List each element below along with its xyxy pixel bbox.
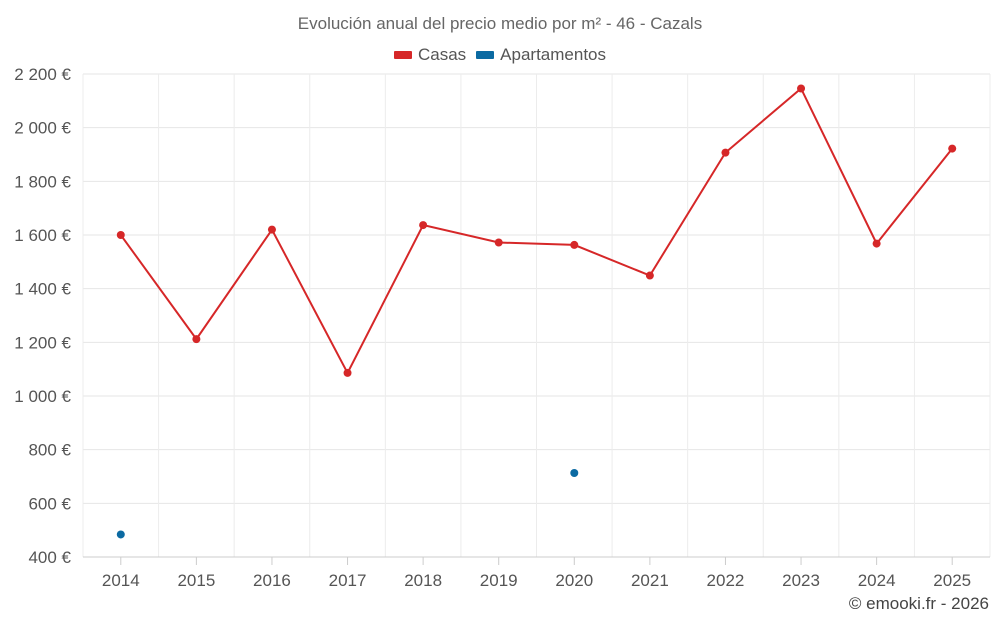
data-point-apartamentos[interactable]	[570, 469, 579, 478]
y-tick-label: 600 €	[28, 494, 71, 513]
legend: Casas Apartamentos	[0, 45, 1000, 65]
y-tick-label: 400 €	[28, 548, 71, 567]
data-point-casas[interactable]	[116, 231, 125, 239]
series-points	[116, 84, 957, 539]
y-tick-label: 1 600 €	[14, 226, 71, 245]
data-point-casas[interactable]	[721, 148, 730, 157]
y-axis-labels: 2 200 € 2 000 € 1 800 € 1 600 € 1 400 € 1 200…	[14, 65, 71, 567]
data-point-casas[interactable]	[645, 271, 654, 280]
data-point-casas[interactable]	[343, 368, 352, 377]
x-tick-label: 2021	[631, 571, 669, 590]
y-tick-label: 800 €	[28, 441, 71, 460]
legend-swatch-apartamentos	[476, 51, 495, 59]
legend-label-casas: Casas	[417, 45, 467, 64]
credit-text: © emooki.fr - 2026	[848, 594, 989, 613]
x-tick-label: 2015	[177, 571, 215, 590]
y-tick-label: 1 800 €	[14, 172, 71, 191]
data-point-casas[interactable]	[872, 239, 881, 248]
x-tick-label: 2022	[707, 571, 745, 590]
series-lines	[119, 86, 953, 376]
y-tick-label: 2 200 €	[14, 65, 71, 84]
x-tick-label: 2019	[480, 571, 518, 590]
x-tick-label: 2020	[555, 571, 593, 590]
legend-label-apartamentos: Apartamentos	[500, 45, 607, 64]
data-point-casas[interactable]	[192, 335, 201, 344]
grid	[82, 73, 991, 558]
x-tick-label: 2024	[858, 571, 896, 590]
data-point-casas[interactable]	[948, 144, 957, 153]
legend-item-casas[interactable]: Casas	[393, 45, 467, 65]
y-tick-label: 1 400 €	[14, 280, 71, 299]
data-point-casas[interactable]	[419, 221, 428, 230]
x-tick-label: 2014	[102, 571, 140, 590]
legend-item-apartamentos[interactable]: Apartamentos	[476, 45, 606, 65]
x-tick-label: 2023	[782, 571, 820, 590]
y-tick-label: 2 000 €	[14, 119, 71, 138]
x-tick-label: 2025	[933, 571, 971, 590]
data-point-casas[interactable]	[797, 84, 806, 93]
data-point-casas[interactable]	[494, 238, 503, 247]
chart-title: Evolución anual del precio medio por m² …	[297, 14, 703, 33]
y-tick-label: 1 200 €	[14, 333, 71, 352]
data-point-casas[interactable]	[570, 240, 579, 249]
data-point-apartamentos[interactable]	[116, 530, 125, 539]
legend-swatch-casas	[393, 51, 412, 59]
x-tick-label: 2018	[404, 571, 442, 590]
series-line-casas	[119, 86, 953, 376]
y-tick-label: 1 000 €	[14, 387, 71, 406]
x-axis-labels: 2014 2015 2016 2017 2018 2019 2020 2021 2022 2023…	[102, 557, 971, 590]
x-tick-label: 2016	[253, 571, 291, 590]
data-point-casas[interactable]	[267, 225, 276, 234]
x-tick-label: 2017	[329, 571, 367, 590]
